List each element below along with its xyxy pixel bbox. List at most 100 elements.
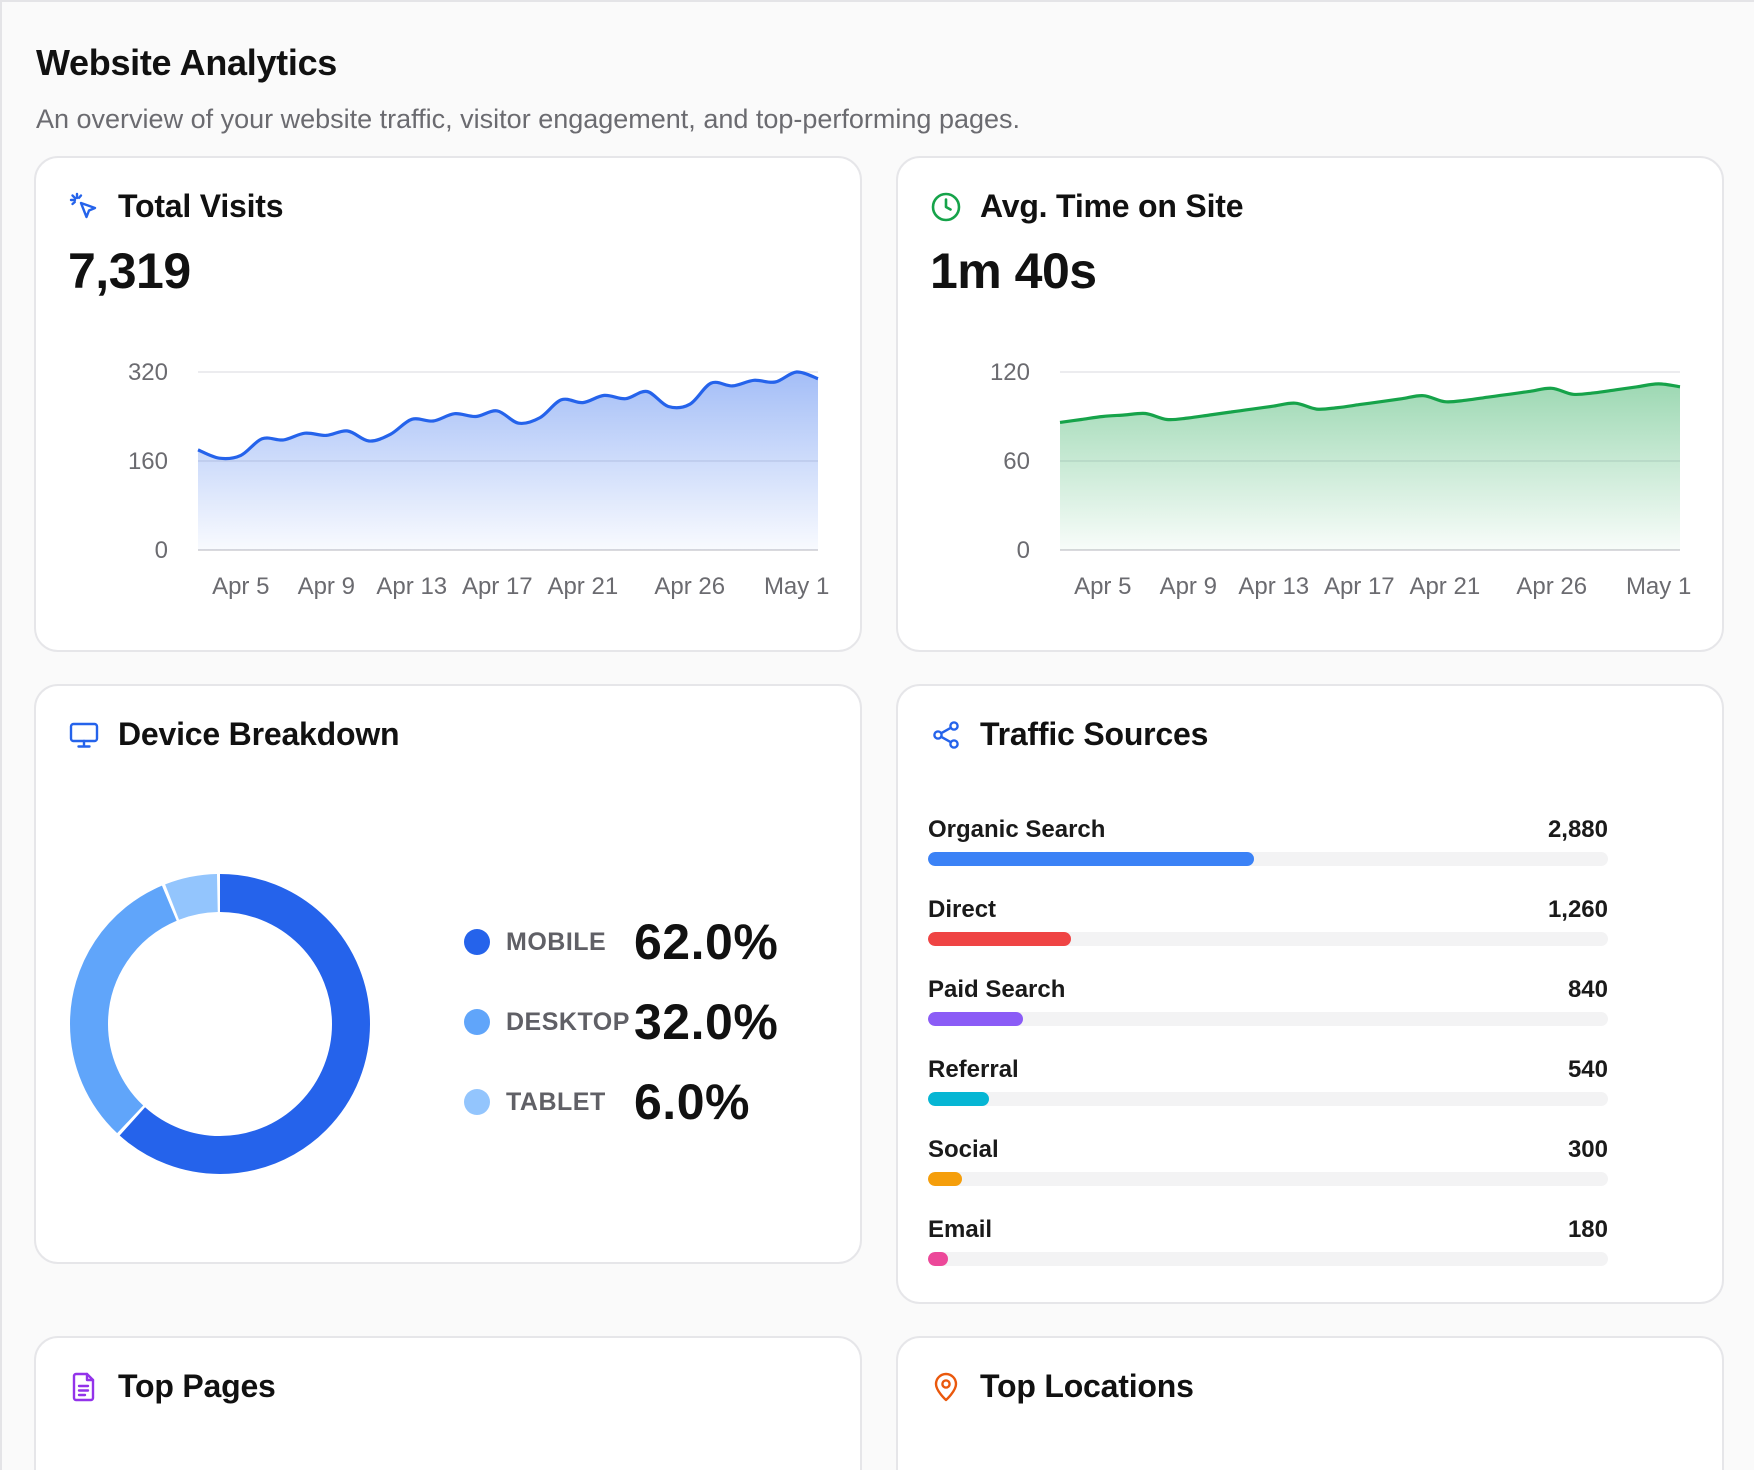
y-tick-label: 160	[128, 448, 168, 475]
y-tick-label: 320	[128, 359, 168, 386]
source-bar-fill	[928, 1252, 949, 1266]
source-bar-track	[928, 1252, 1608, 1266]
monitor-icon	[68, 719, 100, 751]
card-title: Device Breakdown	[118, 716, 400, 752]
time-area-fill	[1060, 383, 1680, 550]
x-tick-label: Apr 9	[298, 573, 355, 600]
donut-slice-mobile	[70, 874, 370, 1174]
card-header: Top Locations	[930, 1368, 1194, 1405]
source-row: Organic Search 2,880	[928, 816, 1608, 876]
top-pages-card: Top Pages	[34, 1336, 862, 1470]
donut-slice-desktop	[70, 874, 370, 1174]
source-bar-fill	[928, 932, 1071, 946]
source-bar-track	[928, 852, 1608, 866]
card-header: Top Pages	[68, 1368, 276, 1405]
desktop-dot	[464, 1009, 490, 1035]
source-value: 2,880	[1547, 816, 1608, 843]
source-label: Referral	[928, 1056, 1019, 1083]
source-bar-fill	[928, 1092, 990, 1106]
tablet-dot	[464, 1089, 490, 1115]
source-label: Social	[928, 1136, 999, 1163]
source-value: 1,260	[1547, 896, 1608, 923]
mobile-dot	[464, 929, 490, 955]
legend-item-mobile: MOBILE 62.0%	[464, 912, 778, 972]
legend-value: 62.0%	[634, 914, 779, 970]
source-bar-fill	[928, 1012, 1024, 1026]
total-visits-value: 7,319	[68, 243, 191, 299]
page-subtitle: An overview of your website traffic, vis…	[36, 104, 1021, 134]
card-title: Avg. Time on Site	[980, 188, 1244, 224]
source-bar-fill	[928, 852, 1255, 866]
card-title: Total Visits	[118, 188, 284, 224]
x-tick-label: Apr 21	[547, 573, 618, 600]
legend-item-desktop: DESKTOP 32.0%	[464, 992, 778, 1052]
source-row: Email 180	[928, 1216, 1608, 1276]
x-tick-label: Apr 26	[654, 573, 725, 600]
legend-item-tablet: TABLET 6.0%	[464, 1072, 749, 1132]
x-tick-label: Apr 26	[1516, 573, 1587, 600]
x-tick-label: Apr 17	[1324, 573, 1395, 600]
cursor-click-icon	[68, 191, 100, 223]
card-title: Traffic Sources	[980, 716, 1209, 752]
source-value: 840	[1567, 976, 1608, 1003]
avg-time-card: Avg. Time on Site 1m 40s 0 60 120 Apr 5 Apr …	[896, 156, 1724, 652]
source-row: Referral 540	[928, 1056, 1608, 1116]
x-tick-label: Apr 13	[376, 573, 447, 600]
time-series-line	[1059, 382, 1681, 425]
card-header: Total Visits	[68, 188, 284, 225]
page-title: Website Analytics	[36, 42, 338, 83]
traffic-sources-card: Traffic Sources Organic Search 2,880 Dir…	[896, 684, 1724, 1304]
x-tick-label: May 1	[1626, 573, 1691, 600]
document-icon	[68, 1371, 100, 1403]
card-header: Avg. Time on Site	[930, 188, 1244, 225]
total-visits-card: Total Visits 7,319 0 160 320 Apr 5 Apr 9 Apr …	[34, 156, 862, 652]
legend-label: MOBILE	[506, 927, 607, 956]
source-bar-track	[928, 1172, 1608, 1186]
legend-value: 32.0%	[634, 994, 779, 1050]
source-value: 180	[1567, 1216, 1608, 1243]
x-tick-label: May 1	[764, 573, 829, 600]
legend-label: DESKTOP	[506, 1007, 630, 1036]
y-tick-label: 0	[1017, 537, 1030, 564]
device-breakdown-card: Device Breakdown MOBILE 62.0% DESKTOP 32…	[34, 684, 862, 1264]
clock-icon	[930, 191, 962, 223]
x-tick-label: Apr 17	[462, 573, 533, 600]
source-label: Email	[928, 1216, 993, 1243]
legend-label: TABLET	[506, 1087, 606, 1116]
x-tick-label: Apr 21	[1409, 573, 1480, 600]
source-bar-track	[928, 1012, 1608, 1026]
x-tick-label: Apr 9	[1160, 573, 1217, 600]
source-bar-track	[928, 932, 1608, 946]
source-label: Direct	[928, 896, 997, 923]
source-bar-fill	[928, 1172, 962, 1186]
source-label: Paid Search	[928, 976, 1066, 1003]
x-tick-label: Apr 5	[212, 573, 269, 600]
source-row: Direct 1,260	[928, 896, 1608, 956]
card-header: Traffic Sources	[930, 716, 1208, 753]
source-label: Organic Search	[928, 816, 1106, 843]
source-bar-track	[928, 1092, 1608, 1106]
legend-value: 6.0%	[634, 1074, 750, 1130]
share-icon	[930, 719, 962, 751]
avg-time-value: 1m 40s	[930, 243, 1097, 299]
map-pin-icon	[930, 1371, 962, 1403]
y-tick-label: 120	[990, 359, 1030, 386]
visits-series-line	[197, 370, 819, 461]
x-tick-label: Apr 5	[1074, 573, 1131, 600]
y-tick-label: 60	[1003, 448, 1030, 475]
card-title: Top Locations	[980, 1368, 1194, 1404]
card-title: Top Pages	[118, 1368, 276, 1404]
x-tick-label: Apr 13	[1238, 573, 1309, 600]
source-row: Social 300	[928, 1136, 1608, 1196]
visits-area-fill	[198, 371, 818, 550]
avg-time-area-chart: 0 60 120 Apr 5 Apr 9 Apr 13 Apr 17 Apr 21 Apr 26…	[990, 359, 1691, 600]
source-value: 300	[1567, 1136, 1608, 1163]
top-locations-card: Top Locations	[896, 1336, 1724, 1470]
device-donut-chart	[70, 874, 370, 1174]
source-value: 540	[1567, 1056, 1608, 1083]
source-row: Paid Search 840	[928, 976, 1608, 1036]
total-visits-area-chart: 0 160 320 Apr 5 Apr 9 Apr 13 Apr 17 Apr 21 Apr 2…	[128, 359, 829, 600]
card-header: Device Breakdown	[68, 716, 400, 753]
y-tick-label: 0	[155, 537, 168, 564]
